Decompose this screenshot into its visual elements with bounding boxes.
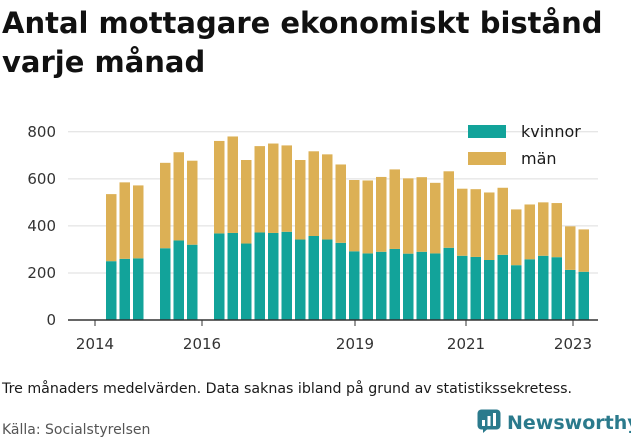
- bar-man: [376, 176, 387, 252]
- bars: [106, 136, 589, 320]
- bar-kvinnor: [322, 239, 333, 320]
- bar-man: [227, 136, 238, 233]
- legend-swatch-kvinnor: [468, 125, 506, 138]
- bar-kvinnor: [416, 251, 427, 320]
- bar-man: [511, 209, 522, 266]
- bar-man: [187, 160, 198, 245]
- bar-man: [281, 145, 292, 232]
- bar-man: [484, 192, 495, 260]
- bar-kvinnor: [160, 248, 171, 320]
- bar-kvinnor: [281, 231, 292, 320]
- bar-kvinnor: [524, 259, 535, 320]
- y-tick-label: 400: [27, 217, 56, 235]
- bar-man: [295, 160, 306, 240]
- bar-man: [133, 185, 144, 259]
- x-tick-label: 2023: [554, 335, 592, 353]
- brand-name: Newsworthy: [507, 412, 631, 434]
- gridlines: [68, 131, 598, 274]
- y-tick-label: 0: [46, 311, 56, 329]
- bar-kvinnor: [106, 261, 117, 320]
- chart-title: Antal mottagare ekonomiskt bistånd varje…: [2, 6, 603, 79]
- legend-label: kvinnor: [521, 122, 581, 141]
- bar-man: [160, 162, 171, 249]
- bar-kvinnor: [484, 260, 495, 320]
- bar-kvinnor: [430, 253, 441, 320]
- legend-label: män: [521, 149, 557, 168]
- bar-man: [497, 187, 508, 255]
- bar-man: [308, 151, 319, 236]
- bar-man: [362, 180, 373, 254]
- bar-man: [524, 204, 535, 260]
- bar-man: [578, 229, 589, 272]
- bar-man: [565, 226, 576, 270]
- x-tick-label: 2016: [183, 335, 221, 353]
- bar-kvinnor: [497, 254, 508, 320]
- bar-kvinnor: [403, 253, 414, 320]
- bar-kvinnor: [538, 255, 549, 320]
- bar-man: [173, 152, 184, 241]
- bar-man: [457, 188, 468, 256]
- bar-man: [214, 140, 225, 234]
- bar-kvinnor: [187, 244, 198, 320]
- bar-kvinnor: [578, 271, 589, 320]
- axes: 0 200 400 600 800 2014 2016 2019 2021 2023: [27, 123, 598, 353]
- bar-man: [106, 194, 117, 262]
- bar-kvinnor: [443, 247, 454, 320]
- chart-note: Tre månaders medelvärden. Data saknas ib…: [2, 381, 572, 397]
- bar-man: [551, 203, 562, 258]
- bar-kvinnor: [551, 257, 562, 320]
- bar-kvinnor: [389, 248, 400, 320]
- legend-swatch-man: [468, 152, 506, 165]
- bar-kvinnor: [349, 251, 360, 320]
- newsworthy-brand[interactable]: Newsworthy: [477, 409, 631, 437]
- bar-kvinnor: [376, 251, 387, 320]
- y-tick-label: 800: [27, 123, 56, 141]
- bar-man: [443, 171, 454, 248]
- bar-kvinnor: [565, 269, 576, 320]
- x-tick-label: 2019: [336, 335, 374, 353]
- bar-man: [416, 177, 427, 252]
- bar-man: [254, 146, 265, 233]
- bar-man: [430, 182, 441, 254]
- bar-kvinnor: [254, 232, 265, 320]
- x-tick-label: 2021: [447, 335, 485, 353]
- source-label: Källa: Socialstyrelsen: [2, 422, 151, 438]
- bar-kvinnor: [470, 256, 481, 320]
- bar-man: [119, 182, 130, 259]
- bar-man: [470, 189, 481, 257]
- bar-kvinnor: [457, 255, 468, 320]
- bar-man: [538, 202, 549, 256]
- bar-man: [322, 154, 333, 240]
- bar-kvinnor: [335, 242, 346, 320]
- bar-kvinnor: [214, 233, 225, 320]
- bar-kvinnor: [511, 265, 522, 320]
- bar-kvinnor: [133, 258, 144, 320]
- bar-man: [389, 169, 400, 249]
- x-tick-label: 2014: [76, 335, 114, 353]
- y-tick-label: 600: [27, 170, 56, 188]
- y-tick-label: 200: [27, 264, 56, 282]
- bar-kvinnor: [295, 239, 306, 320]
- bar-man: [403, 178, 414, 254]
- bar-kvinnor: [241, 243, 252, 320]
- bar-kvinnor: [173, 240, 184, 320]
- bar-kvinnor: [227, 232, 238, 320]
- bar-man: [335, 164, 346, 243]
- legend: kvinnor män: [468, 122, 581, 168]
- bar-kvinnor: [119, 258, 130, 320]
- stacked-bar-chart: 0 200 400 600 800 2014 2016 2019 2021 2023 kvinno…: [27, 122, 598, 353]
- bar-man: [268, 143, 279, 233]
- bar-kvinnor: [268, 232, 279, 320]
- bar-man: [349, 180, 360, 252]
- newsworthy-logo-icon: [477, 409, 501, 437]
- bar-kvinnor: [308, 236, 319, 320]
- bar-man: [241, 160, 252, 244]
- bar-kvinnor: [362, 253, 373, 320]
